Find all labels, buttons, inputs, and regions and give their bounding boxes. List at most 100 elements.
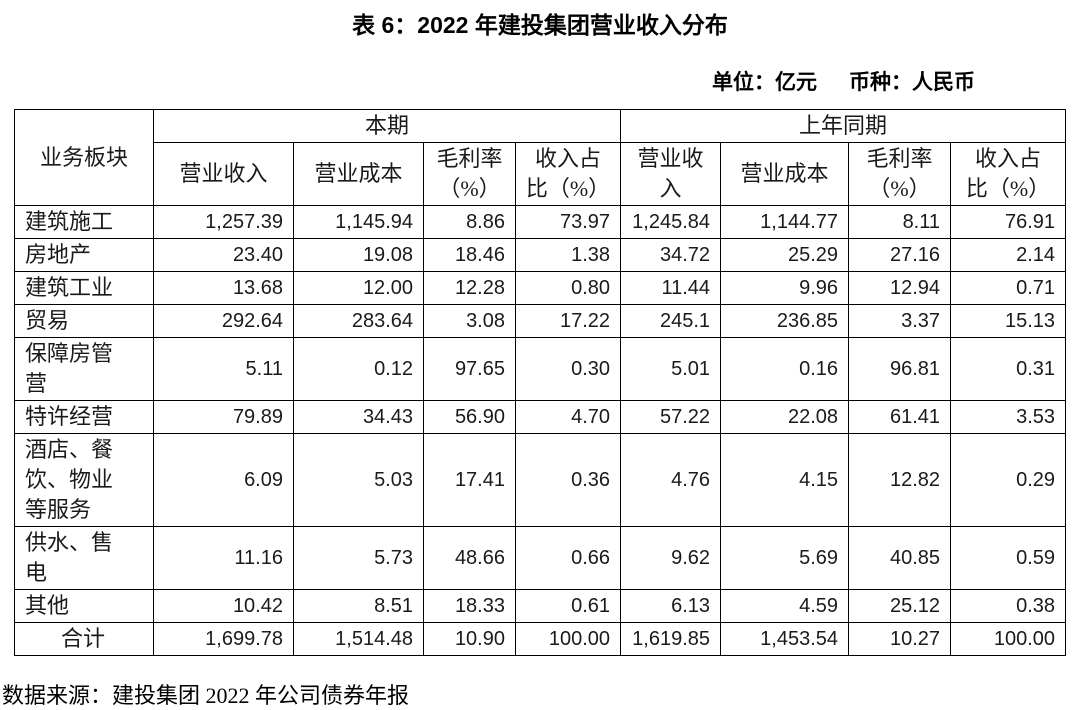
table-row: 建筑施工 1,257.39 1,145.94 8.86 73.97 1,245.… bbox=[14, 205, 1067, 239]
cell: 5.73 bbox=[293, 526, 424, 590]
cell: 22.08 bbox=[720, 400, 850, 434]
cell: 23.40 bbox=[153, 238, 294, 272]
cell: 57.22 bbox=[620, 400, 722, 434]
cell: 100.00 bbox=[950, 622, 1067, 656]
cell: 25.29 bbox=[720, 238, 850, 272]
cell: 73.97 bbox=[514, 205, 622, 239]
cell: 3.08 bbox=[423, 304, 516, 338]
cell: 0.80 bbox=[514, 271, 622, 305]
cell: 245.1 bbox=[620, 304, 722, 338]
page-title: 表 6：2022 年建投集团营业收入分布 bbox=[352, 12, 728, 38]
row-label: 其他 bbox=[14, 589, 154, 623]
cell: 5.69 bbox=[720, 526, 850, 590]
col-header-margin-current: 毛利率 （%） bbox=[423, 142, 516, 206]
col-header-business: 业务板块 bbox=[14, 109, 154, 206]
cell: 4.15 bbox=[720, 433, 850, 527]
cell: 17.41 bbox=[423, 433, 516, 527]
cell: 0.38 bbox=[950, 589, 1067, 623]
cell: 12.00 bbox=[293, 271, 424, 305]
cell: 79.89 bbox=[153, 400, 294, 434]
row-label: 建筑工业 bbox=[14, 271, 154, 305]
cell: 27.16 bbox=[848, 238, 952, 272]
cell: 48.66 bbox=[423, 526, 516, 590]
source-note: 数据来源：建投集团 2022 年公司债券年报 bbox=[2, 683, 410, 708]
cell: 8.11 bbox=[848, 205, 952, 239]
row-label: 建筑施工 bbox=[14, 205, 154, 239]
cell: 17.22 bbox=[514, 304, 622, 338]
cell: 97.65 bbox=[423, 337, 516, 401]
cell: 3.53 bbox=[950, 400, 1067, 434]
col-header-cost-prior: 营业成本 bbox=[720, 142, 850, 206]
row-label: 特许经营 bbox=[14, 400, 154, 434]
cell: 0.30 bbox=[514, 337, 622, 401]
cell: 5.03 bbox=[293, 433, 424, 527]
cell: 5.11 bbox=[153, 337, 294, 401]
cell: 8.51 bbox=[293, 589, 424, 623]
cell: 1,453.54 bbox=[720, 622, 850, 656]
revenue-table: 业务板块 本期 上年同期 营业收入 营业成本 毛利率 （%） 收入占 比（%） … bbox=[14, 109, 1067, 656]
cell: 25.12 bbox=[848, 589, 952, 623]
row-label: 酒店、餐 饮、物业 等服务 bbox=[14, 433, 154, 527]
row-label: 供水、售 电 bbox=[14, 526, 154, 590]
cell: 34.72 bbox=[620, 238, 722, 272]
cell: 4.70 bbox=[514, 400, 622, 434]
cell: 1,245.84 bbox=[620, 205, 722, 239]
cell: 0.36 bbox=[514, 433, 622, 527]
unit-label: 单位：亿元 bbox=[712, 70, 817, 94]
col-header-share-prior: 收入占 比（%） bbox=[950, 142, 1067, 206]
cell: 100.00 bbox=[514, 622, 622, 656]
cell: 1,145.94 bbox=[293, 205, 424, 239]
cell: 19.08 bbox=[293, 238, 424, 272]
cell: 12.94 bbox=[848, 271, 952, 305]
col-header-margin-prior: 毛利率 （%） bbox=[848, 142, 952, 206]
row-label: 房地产 bbox=[14, 238, 154, 272]
cell: 15.13 bbox=[950, 304, 1067, 338]
cell: 4.59 bbox=[720, 589, 850, 623]
table-row-total: 合计 1,699.78 1,514.48 10.90 100.00 1,619.… bbox=[14, 622, 1067, 656]
table-row: 酒店、餐 饮、物业 等服务 6.09 5.03 17.41 0.36 4.76 … bbox=[14, 433, 1067, 527]
table-header-row-groups: 业务板块 本期 上年同期 bbox=[14, 109, 1067, 206]
cell: 11.16 bbox=[153, 526, 294, 590]
table-row: 保障房管 营 5.11 0.12 97.65 0.30 5.01 0.16 96… bbox=[14, 337, 1067, 401]
cell: 0.59 bbox=[950, 526, 1067, 590]
cell: 96.81 bbox=[848, 337, 952, 401]
cell: 34.43 bbox=[293, 400, 424, 434]
cell: 1,619.85 bbox=[620, 622, 722, 656]
table-row: 贸易 292.64 283.64 3.08 17.22 245.1 236.85… bbox=[14, 304, 1067, 338]
cell: 5.01 bbox=[620, 337, 722, 401]
cell: 12.82 bbox=[848, 433, 952, 527]
cell: 292.64 bbox=[153, 304, 294, 338]
cell: 0.31 bbox=[950, 337, 1067, 401]
cell: 1,257.39 bbox=[153, 205, 294, 239]
table-row: 建筑工业 13.68 12.00 12.28 0.80 11.44 9.96 1… bbox=[14, 271, 1067, 305]
cell: 0.71 bbox=[950, 271, 1067, 305]
table-row: 其他 10.42 8.51 18.33 0.61 6.13 4.59 25.12… bbox=[14, 589, 1067, 623]
row-label: 保障房管 营 bbox=[14, 337, 154, 401]
cell: 4.76 bbox=[620, 433, 722, 527]
col-header-share-current: 收入占 比（%） bbox=[514, 142, 622, 206]
cell: 10.90 bbox=[423, 622, 516, 656]
cell: 76.91 bbox=[950, 205, 1067, 239]
cell: 0.66 bbox=[514, 526, 622, 590]
currency-label: 币种：人民币 bbox=[849, 70, 975, 94]
cell: 13.68 bbox=[153, 271, 294, 305]
cell: 0.61 bbox=[514, 589, 622, 623]
col-header-cost-current: 营业成本 bbox=[293, 142, 424, 206]
cell: 0.16 bbox=[720, 337, 850, 401]
table-row: 供水、售 电 11.16 5.73 48.66 0.66 9.62 5.69 4… bbox=[14, 526, 1067, 590]
cell: 9.62 bbox=[620, 526, 722, 590]
group-header-current-period: 本期 bbox=[152, 109, 622, 143]
cell: 6.13 bbox=[620, 589, 722, 623]
unit-line: 单位：亿元 币种：人民币 bbox=[0, 66, 1080, 96]
cell: 1,144.77 bbox=[720, 205, 850, 239]
table-header-row-columns: 营业收入 营业成本 毛利率 （%） 收入占 比（%） 营业收 入 营业成本 毛利… bbox=[15, 142, 1067, 206]
row-label: 贸易 bbox=[14, 304, 154, 338]
cell: 40.85 bbox=[848, 526, 952, 590]
row-label: 合计 bbox=[14, 622, 154, 656]
cell: 236.85 bbox=[720, 304, 850, 338]
cell: 1,514.48 bbox=[293, 622, 424, 656]
cell: 1,699.78 bbox=[153, 622, 294, 656]
cell: 18.33 bbox=[423, 589, 516, 623]
cell: 2.14 bbox=[950, 238, 1067, 272]
cell: 8.86 bbox=[423, 205, 516, 239]
